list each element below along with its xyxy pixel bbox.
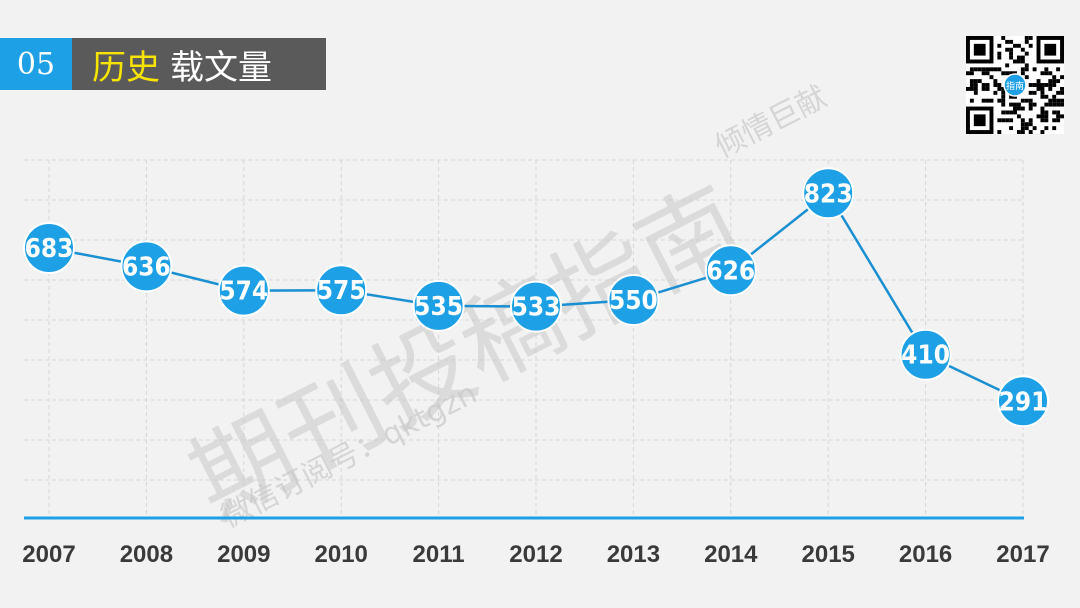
point-marker: [510, 280, 562, 333]
data-label: 683: [25, 234, 74, 264]
qr-code-icon: 指南: [966, 36, 1064, 134]
section-title: 历史 载文量: [72, 38, 326, 90]
x-tick-labels: 2007 2008 2009 2010 2011 2012 2013 2014 2015 2016…: [22, 541, 1049, 568]
point-marker: [704, 244, 757, 297]
data-label: 626: [706, 256, 755, 286]
point-marker: [997, 375, 1049, 428]
point-marker: [802, 167, 855, 220]
data-label: 823: [804, 179, 853, 209]
x-tick-label: 2009: [217, 541, 270, 568]
watermark-corner: 倾情巨献: [710, 79, 833, 165]
point-marker: [217, 264, 270, 317]
data-point: 410: [899, 328, 952, 381]
data-point: 533: [510, 280, 562, 333]
data-point: 550: [607, 274, 660, 327]
data-point: 574: [217, 264, 270, 317]
data-point: 575: [315, 264, 368, 317]
section-header: 05 历史 载文量: [0, 38, 326, 90]
x-tick-label: 2007: [22, 541, 75, 568]
title-highlight: 历史: [92, 47, 160, 88]
point-marker: [607, 274, 660, 327]
x-tick-label: 2010: [315, 541, 368, 568]
data-point: 535: [412, 279, 465, 332]
data-label: 575: [317, 276, 366, 306]
data-label: 550: [609, 286, 658, 316]
data-label: 535: [414, 292, 463, 322]
data-label: 636: [122, 252, 171, 282]
data-point: 291: [997, 375, 1049, 428]
point-marker: [899, 328, 952, 381]
data-label: 533: [512, 293, 561, 323]
data-points: 683 636 574 575 535 533 550 626 823 410 291: [23, 167, 1049, 428]
data-point: 823: [802, 167, 855, 220]
point-marker: [23, 222, 75, 274]
x-tick-label: 2008: [120, 541, 173, 568]
x-tick-label: 2016: [899, 541, 952, 568]
x-tick-label: 2011: [413, 541, 465, 568]
section-number: 05: [0, 38, 72, 90]
data-label: 574: [219, 277, 268, 307]
data-label: 410: [901, 341, 950, 371]
watermark: 期刊投稿指南 微信订阅号：qktgzn 倾情巨献: [173, 79, 833, 541]
data-point: 626: [704, 244, 757, 297]
point-marker: [315, 264, 368, 317]
x-tick-label: 2015: [802, 541, 855, 568]
qr-center-text: 指南: [1006, 80, 1024, 92]
point-marker: [120, 240, 173, 293]
x-tick-label: 2017: [996, 541, 1049, 568]
x-tick-label: 2012: [509, 541, 562, 568]
data-point: 636: [120, 240, 173, 293]
data-label: 291: [999, 387, 1048, 417]
title-rest: 载文量: [170, 47, 272, 88]
x-tick-label: 2014: [704, 541, 758, 568]
data-point: 683: [23, 222, 75, 274]
point-marker: [412, 279, 465, 332]
x-tick-label: 2013: [607, 541, 660, 568]
